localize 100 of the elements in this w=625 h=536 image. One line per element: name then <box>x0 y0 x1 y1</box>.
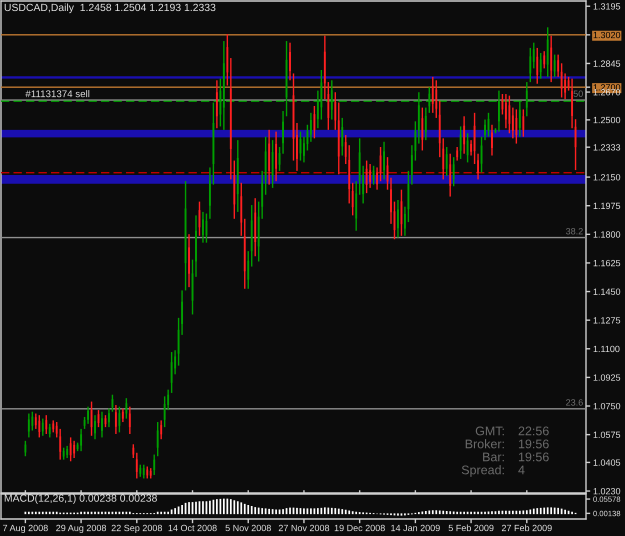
candlestick <box>62 447 65 460</box>
candlestick <box>313 105 316 140</box>
candlestick <box>494 128 496 134</box>
candlestick <box>300 130 302 162</box>
x-tick-label: 5 Nov 2008 <box>226 524 271 532</box>
candlestick <box>488 112 490 138</box>
candlestick <box>550 35 552 83</box>
x-tick-label: 14 Oct 2008 <box>168 524 217 532</box>
candlestick <box>188 233 190 288</box>
candlestick <box>202 211 204 244</box>
chart-title: MACD(12,26,1) 0.00238 0.00238 <box>4 494 157 504</box>
y-tick-label: 1.1625 <box>594 260 620 266</box>
y-tick-label: 1.1975 <box>594 202 620 210</box>
x-tick-label: 5 Feb 2009 <box>448 524 494 532</box>
candlestick <box>456 146 458 162</box>
candlestick <box>310 112 312 142</box>
candlestick <box>104 414 106 428</box>
candlestick <box>198 200 200 236</box>
candlestick <box>70 436 72 462</box>
x-tick-label: 22 Sep 2008 <box>112 524 162 533</box>
annotation: #11131374 sell <box>25 90 90 98</box>
candlestick <box>424 106 427 141</box>
candlestick <box>66 445 68 459</box>
candlestick <box>522 108 524 138</box>
y-tick-label: 1.1800 <box>594 231 620 238</box>
candlestick <box>122 408 124 423</box>
candlestick <box>98 409 100 428</box>
candlestick <box>170 351 173 394</box>
x-tick-label: 27 Nov 2008 <box>278 524 330 532</box>
y-tick-label: 1.0405 <box>594 459 620 466</box>
y-tick-label: 1.3020 <box>594 32 620 38</box>
candlestick <box>192 258 194 316</box>
x-tick-label: 7 Aug 2008 <box>2 524 48 533</box>
candlestick <box>491 124 493 156</box>
candlestick <box>38 414 40 438</box>
x-tick-label: 27 Feb 2009 <box>502 524 552 532</box>
y-tick-label: 1.1450 <box>594 288 620 295</box>
y-tick-label: 1.2700 <box>594 84 620 91</box>
candlestick <box>386 156 388 190</box>
annotation: Spread: 4 <box>462 465 525 477</box>
candlestick <box>400 188 402 236</box>
candlestick <box>164 396 166 428</box>
candlestick <box>272 139 274 189</box>
chart-title: USDCAD,Daily 1.2458 1.2504 1.2193 1.2333 <box>4 3 216 14</box>
x-tick-label: 19 Dec 2008 <box>334 524 385 532</box>
candlestick <box>156 421 159 457</box>
x-tick-label: 29 Aug 2008 <box>56 524 106 533</box>
y-tick-label: 1.2500 <box>594 116 620 124</box>
candlestick <box>449 153 452 198</box>
candlestick <box>31 411 34 432</box>
candlestick <box>466 132 469 164</box>
candlestick <box>463 116 466 154</box>
candlestick <box>460 126 462 160</box>
candlestick <box>568 76 570 92</box>
candlestick <box>24 440 26 457</box>
y-tick-label: 1.1275 <box>594 317 620 324</box>
text: Broker: 19:56 <box>466 439 549 448</box>
candlestick <box>397 199 399 238</box>
candlestick <box>515 108 518 144</box>
candlestick <box>101 411 103 438</box>
candlestick <box>111 394 114 412</box>
candlestick <box>160 420 162 440</box>
candlestick <box>114 404 117 435</box>
candlestick <box>278 146 281 172</box>
candlestick <box>421 106 424 152</box>
candlestick <box>282 110 284 154</box>
annotation: 38.2 <box>566 228 583 234</box>
candlestick <box>28 412 30 438</box>
y-tick-label: 1.0750 <box>594 402 620 410</box>
candlestick <box>452 156 455 187</box>
y-tick-label: 1.2333 <box>594 144 620 151</box>
candlestick <box>292 72 294 162</box>
candlestick <box>125 397 128 420</box>
candlestick <box>554 54 556 78</box>
text: Bar: 19:56 <box>483 452 549 462</box>
candlestick <box>366 160 368 194</box>
candlestick <box>90 400 92 436</box>
y-tick-label: 1.1100 <box>594 346 620 352</box>
candlestick <box>87 406 90 425</box>
y-tick-label: 1.2845 <box>594 60 620 67</box>
y-tick-label: 1.2150 <box>594 174 620 180</box>
y-tick-label: 1.0230 <box>594 488 620 494</box>
candlestick <box>383 141 385 180</box>
candlestick <box>73 440 76 459</box>
candlestick <box>369 163 372 189</box>
candlestick <box>512 106 514 140</box>
annotation: GMT: 22:56 <box>476 426 549 436</box>
annotation: 23.6 <box>566 399 583 406</box>
candlestick <box>118 406 120 434</box>
candlestick <box>80 428 82 452</box>
candlestick <box>205 212 208 244</box>
candlestick <box>195 214 197 278</box>
y-tick-label: 1.3195 <box>594 3 620 10</box>
candlestick <box>108 408 110 428</box>
candlestick <box>372 165 375 186</box>
candlestick <box>128 406 131 435</box>
y-tick-label: 1.0925 <box>594 374 620 381</box>
candlestick <box>289 42 291 81</box>
x-tick-label: 14 Jan 2009 <box>391 524 440 532</box>
candlestick <box>480 136 482 174</box>
